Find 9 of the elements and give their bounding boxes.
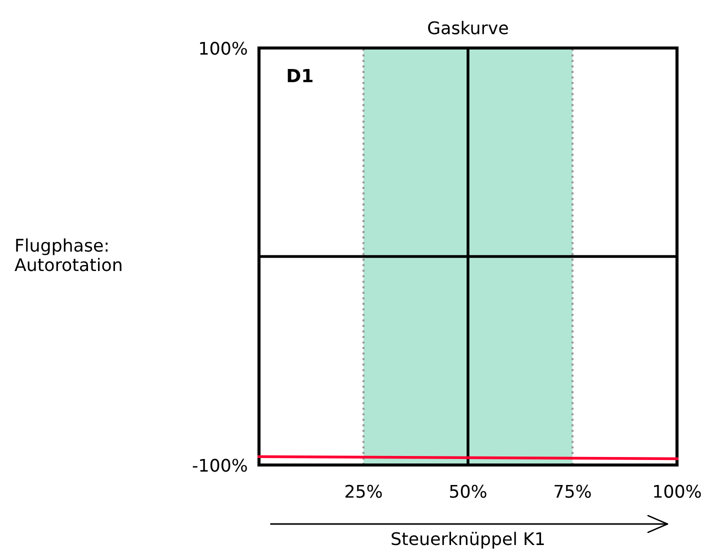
- x-tick-label: 75%: [554, 484, 591, 498]
- chart-title: Gaskurve: [428, 20, 508, 34]
- y-axis-title: Flugphase: Autorotation: [14, 238, 122, 272]
- annotation: D1: [288, 69, 312, 82]
- x-tick-label: 100%: [654, 484, 701, 498]
- y-tick-label: -100%: [192, 458, 247, 472]
- x-tick-label: 25%: [345, 484, 382, 498]
- x-axis-title: Steuerknüppel K1: [392, 532, 544, 549]
- x-tick-label: 50%: [450, 484, 486, 498]
